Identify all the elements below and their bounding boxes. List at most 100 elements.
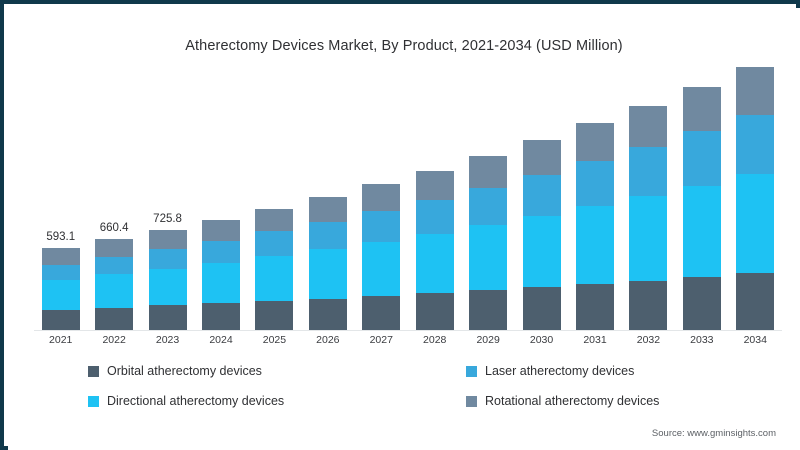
bar-segment[interactable]	[362, 211, 401, 242]
bar-segment[interactable]	[522, 140, 561, 175]
bar-segment[interactable]	[148, 305, 187, 330]
bar-segment[interactable]	[202, 219, 240, 241]
bar-segment[interactable]	[469, 155, 508, 188]
bar-segment[interactable]	[576, 206, 614, 284]
bar-segment[interactable]	[95, 307, 134, 330]
bar-stack	[41, 248, 80, 330]
bar-segment[interactable]	[522, 287, 561, 330]
bar-segment[interactable]	[41, 309, 80, 330]
legend-swatch-icon	[88, 365, 99, 377]
bar-segment[interactable]	[736, 273, 775, 330]
bar-segment[interactable]	[202, 303, 240, 330]
bar-segment[interactable]	[202, 240, 240, 263]
bar-segment[interactable]	[95, 274, 134, 308]
bar-segment[interactable]	[362, 241, 401, 296]
x-tick-label: 2034	[743, 334, 767, 346]
x-tick-label: 2032	[636, 334, 661, 346]
bar-segment[interactable]	[41, 248, 80, 265]
x-tick-label: 2030	[529, 334, 554, 346]
bar-stack	[255, 208, 294, 330]
bar-segment[interactable]	[522, 174, 561, 216]
bar-stack	[576, 123, 614, 330]
bar-segment[interactable]	[255, 256, 294, 301]
source-note: Source: www.gminsights.com	[651, 428, 776, 439]
bar-segment[interactable]	[415, 293, 454, 330]
bar-segment[interactable]	[629, 196, 668, 281]
bar-segment[interactable]	[415, 200, 454, 234]
legend-item[interactable]: Rotational atherectomy devices	[466, 394, 659, 408]
bar-value-label: 660.4	[99, 221, 129, 234]
bar-segment[interactable]	[148, 249, 187, 269]
bar-value-label: 593.1	[46, 231, 76, 244]
legend-swatch-icon	[466, 365, 477, 377]
bar-segment[interactable]	[148, 268, 187, 306]
chart-title: Atherectomy Devices Market, By Product, …	[185, 38, 623, 54]
bar-segment[interactable]	[255, 208, 294, 232]
bar-segment[interactable]	[469, 187, 508, 226]
bar-segment[interactable]	[736, 115, 775, 175]
bar-segment[interactable]	[629, 105, 668, 147]
bar-segment[interactable]	[469, 290, 508, 330]
legend-swatch-icon	[88, 395, 99, 407]
bar-segment[interactable]	[255, 231, 294, 257]
bar-segment[interactable]	[736, 174, 775, 274]
bar-segment[interactable]	[415, 233, 454, 294]
bar-segment[interactable]	[576, 161, 614, 207]
bar-segment[interactable]	[682, 185, 721, 278]
x-tick-label: 2029	[476, 334, 500, 346]
legend-swatch-icon	[466, 395, 477, 407]
x-tick-label: 2031	[583, 334, 607, 346]
bar-segment[interactable]	[41, 280, 80, 310]
bar-segment[interactable]	[362, 295, 401, 330]
bar-segment[interactable]	[148, 229, 187, 250]
bar-stack	[469, 155, 508, 330]
bar-stack	[629, 105, 668, 330]
bar-segment[interactable]	[576, 283, 614, 330]
bar-segment[interactable]	[522, 215, 561, 288]
legend-item[interactable]: Laser atherectomy devices	[466, 364, 634, 378]
bar-stack	[736, 66, 775, 330]
bar-segment[interactable]	[41, 264, 80, 281]
bar-segment[interactable]	[95, 238, 134, 257]
plot-area: 593.1 660.4 725.8	[34, 66, 782, 330]
bar-segment[interactable]	[629, 280, 668, 330]
bar-value-label: 725.8	[153, 212, 182, 225]
bar-segment[interactable]	[202, 262, 240, 304]
bar-segment[interactable]	[308, 196, 347, 222]
bar-segment[interactable]	[308, 298, 347, 330]
legend-item[interactable]: Orbital atherectomy devices	[88, 364, 262, 378]
x-tick-label: 2024	[209, 334, 233, 346]
x-tick-label: 2027	[369, 334, 393, 346]
bar-segment[interactable]	[576, 123, 614, 162]
x-tick-label: 2028	[423, 334, 447, 346]
bar-stack	[202, 219, 240, 330]
legend-label: Directional atherectomy devices	[107, 394, 285, 408]
bar-segment[interactable]	[629, 146, 668, 197]
bar-stack	[95, 238, 134, 330]
bar-segment[interactable]	[362, 184, 401, 212]
legend-item[interactable]: Directional atherectomy devices	[88, 394, 284, 408]
bar-segment[interactable]	[682, 86, 721, 132]
bar-segment[interactable]	[308, 221, 347, 250]
x-tick-label: 2026	[316, 334, 340, 346]
bar-stack	[415, 170, 454, 330]
chart-legend: Orbital atherectomy devices Laser atherec…	[88, 364, 728, 420]
bar-segment[interactable]	[682, 131, 721, 186]
legend-label: Rotational atherectomy devices	[485, 394, 660, 408]
x-tick-label: 2021	[49, 334, 73, 346]
bar-segment[interactable]	[469, 225, 508, 291]
bar-segment[interactable]	[736, 66, 775, 116]
bar-segment[interactable]	[308, 249, 347, 299]
bar-segment[interactable]	[415, 170, 454, 201]
x-tick-label: 2023	[155, 334, 180, 346]
bar-segment[interactable]	[682, 277, 721, 330]
chart-canvas: Atherectomy Devices Market, By Product, …	[8, 8, 800, 450]
bar-segment[interactable]	[95, 256, 134, 275]
bar-stack	[148, 229, 187, 330]
x-axis-tick-labels: 2021 2022 2023 2024 2025 2026 2027 2028 2029 2030…	[34, 334, 782, 354]
bar-stack	[362, 184, 401, 330]
bar-stack	[682, 86, 721, 330]
x-tick-label: 2022	[102, 334, 126, 346]
bar-segment[interactable]	[255, 301, 294, 330]
